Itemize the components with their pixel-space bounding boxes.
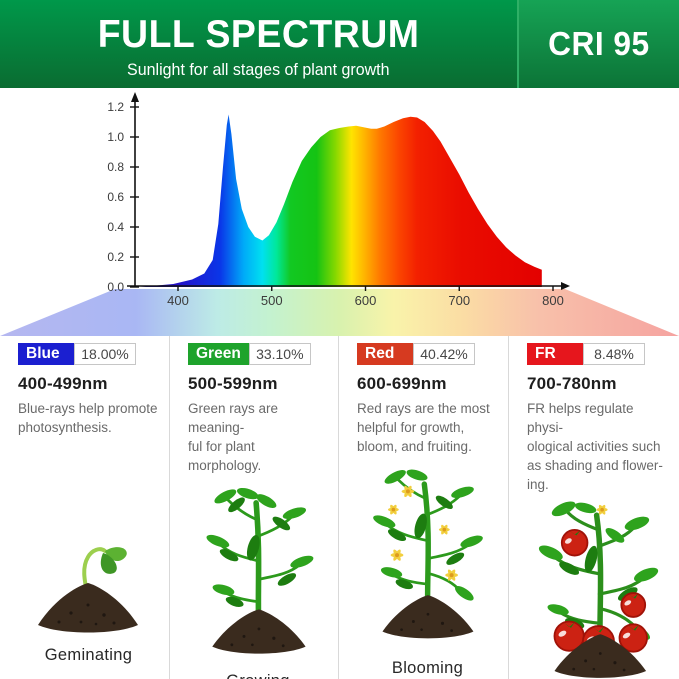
- svg-text:500: 500: [261, 293, 283, 308]
- band-description: FR helps regulate physi- ological activi…: [527, 401, 663, 492]
- band-badge-row: Green 33.10%: [188, 343, 328, 365]
- header-banner: FULL SPECTRUM Sunlight for all stages of…: [0, 0, 679, 88]
- plant-illustration-box: [18, 438, 159, 642]
- band-percent: 18.00%: [74, 343, 136, 365]
- flower-icons: [387, 485, 458, 581]
- sprout-icon: [38, 547, 138, 633]
- stage-label: Blooming: [391, 658, 464, 677]
- plant-illustration-box: [527, 494, 669, 679]
- plant-illustration-box: [357, 457, 498, 655]
- band-column-fr: FR 8.48% 700-780nm FR helps regulate phy…: [509, 336, 679, 679]
- stage-label: Growing: [188, 668, 328, 679]
- band-column-blue: Blue 18.00% 400-499nm Blue-rays help pro…: [0, 336, 170, 679]
- blooming-plant-icon: [373, 469, 483, 638]
- svg-text:0.4: 0.4: [107, 220, 124, 234]
- band-range: 400-499nm: [18, 374, 108, 393]
- band-badge-row: FR 8.48%: [527, 343, 669, 365]
- flower-icon: [596, 505, 608, 516]
- svg-text:0.0: 0.0: [107, 280, 124, 294]
- y-axis-arrow-icon: [131, 92, 139, 102]
- band-columns: Blue 18.00% 400-499nm Blue-rays help pro…: [0, 336, 679, 679]
- band-percent: 33.10%: [248, 343, 311, 365]
- x-axis-ticks: 400 500 600 700 800: [167, 286, 564, 308]
- band-percent: 40.42%: [413, 343, 475, 365]
- band-column-green: Green 33.10% 500-599nm Green rays are me…: [170, 336, 339, 679]
- spectrum-chart: 0.0 0.2 0.4 0.6 0.8 1.0 1.2 400 500 600 700 800: [0, 88, 679, 336]
- svg-text:0.2: 0.2: [107, 250, 124, 264]
- band-badge-row: Red 40.42%: [357, 343, 498, 365]
- band-name-badge: Red: [357, 343, 413, 365]
- spectrum-beam: [0, 289, 679, 336]
- band-column-red: Red 40.42% 600-699nm Red rays are the mo…: [339, 336, 509, 679]
- band-percent: 8.48%: [583, 343, 645, 365]
- plant-illustration-box: [188, 476, 328, 668]
- svg-text:1.0: 1.0: [107, 130, 124, 144]
- cri-panel: CRI 95: [517, 0, 679, 88]
- svg-text:400: 400: [167, 293, 189, 308]
- svg-text:0.6: 0.6: [107, 190, 124, 204]
- y-axis-ticks: 0.0 0.2 0.4 0.6 0.8 1.0 1.2: [107, 100, 139, 294]
- header-title-panel: FULL SPECTRUM Sunlight for all stages of…: [0, 0, 517, 88]
- young-plant-icon: [206, 487, 314, 654]
- x-axis-arrow-icon: [561, 282, 570, 290]
- band-description: Red rays are the most helpful for growth…: [357, 401, 490, 454]
- band-description: Blue-rays help promote photosynthesis.: [18, 401, 158, 435]
- svg-text:700: 700: [448, 293, 470, 308]
- band-range: 700-780nm: [527, 374, 617, 393]
- band-name-badge: Blue: [18, 343, 74, 365]
- spectrum-area: [140, 114, 542, 287]
- band-description: Green rays are meaning- ful for plant mo…: [188, 401, 279, 473]
- stage-label: Geminating: [44, 646, 133, 664]
- page-subtitle: Sunlight for all stages of plant growth: [127, 60, 390, 79]
- band-range: 500-599nm: [188, 374, 278, 393]
- band-range: 600-699nm: [357, 374, 447, 393]
- band-badge-row: Blue 18.00%: [18, 343, 159, 365]
- spectrum-chart-svg: 0.0 0.2 0.4 0.6 0.8 1.0 1.2 400 500 600 700 800: [0, 92, 679, 336]
- band-name-badge: FR: [527, 343, 583, 365]
- band-name-badge: Green: [188, 343, 249, 365]
- cri-value: CRI 95: [548, 25, 650, 62]
- svg-text:0.8: 0.8: [107, 160, 124, 174]
- page-title: FULL SPECTRUM: [97, 12, 420, 56]
- svg-text:1.2: 1.2: [107, 100, 124, 114]
- tomato-plant-icon: [538, 501, 659, 679]
- svg-text:600: 600: [355, 293, 377, 308]
- svg-text:800: 800: [542, 293, 564, 308]
